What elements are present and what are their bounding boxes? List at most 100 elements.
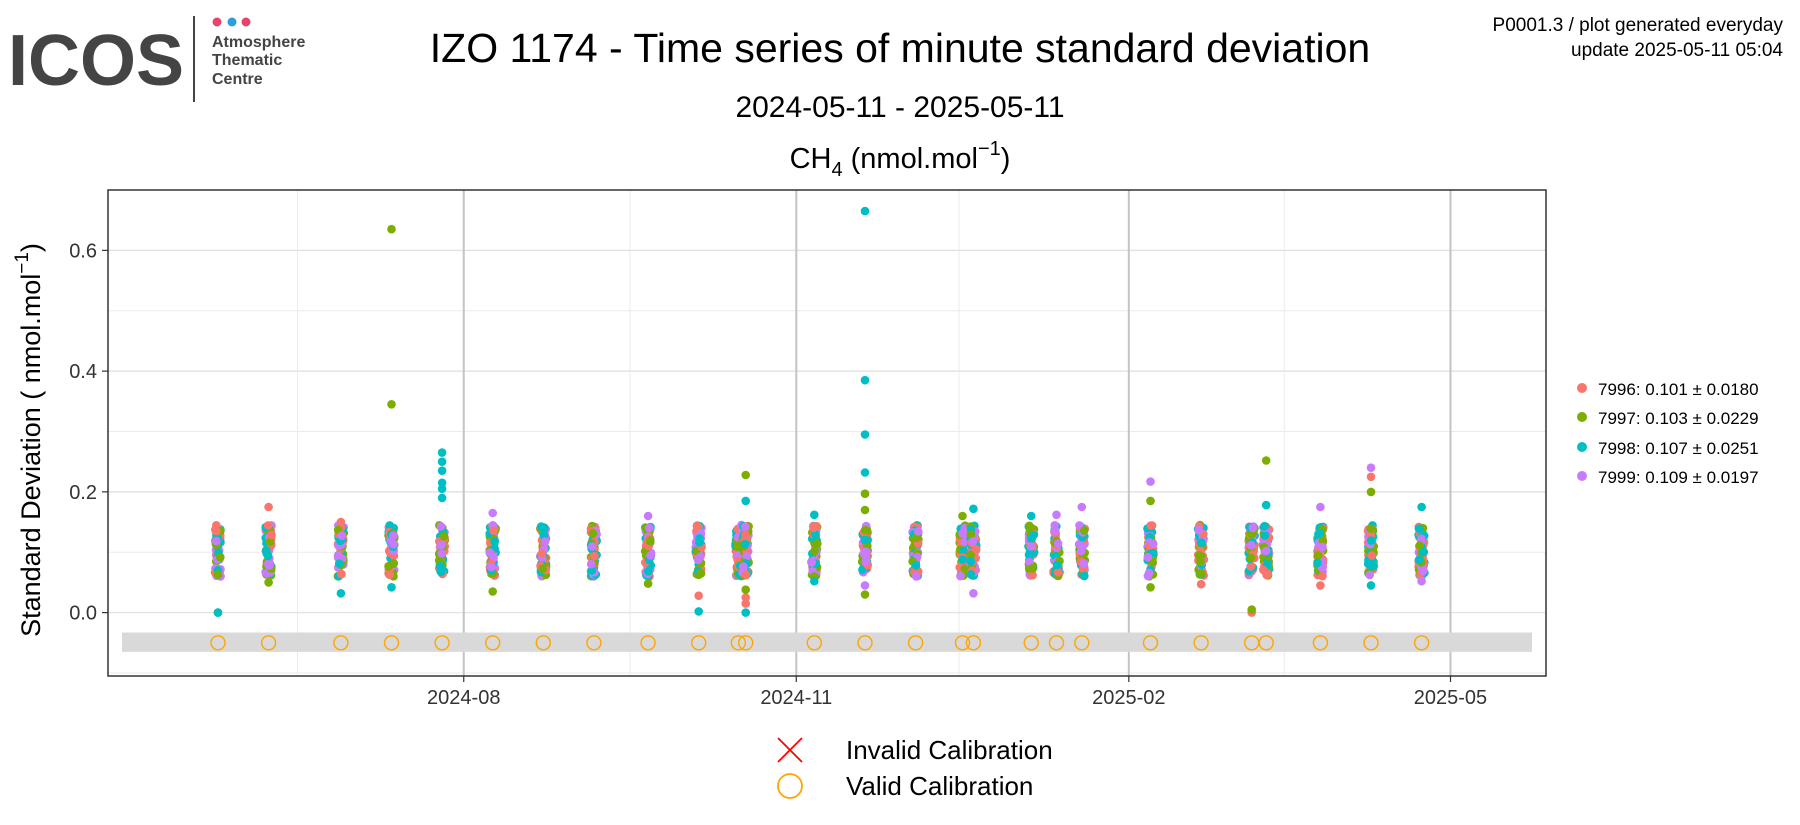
data-point xyxy=(741,585,750,594)
valid-calibration-marker xyxy=(210,635,226,651)
species-unit-superscript: −1 xyxy=(978,138,1001,160)
legend-label: 7997: 0.103 ± 0.0229 xyxy=(1598,409,1759,428)
data-point xyxy=(1313,558,1322,568)
data-point xyxy=(1414,524,1424,533)
logo-brand-text: ICOS xyxy=(8,21,184,101)
data-point xyxy=(1316,581,1325,590)
data-point xyxy=(741,522,750,532)
data-point xyxy=(966,530,976,539)
valid-calibration-marker xyxy=(857,635,873,651)
data-point xyxy=(645,523,654,533)
data-point xyxy=(334,559,344,568)
valid-calibration-marker xyxy=(333,635,349,651)
y-axis-label-close: ) xyxy=(16,243,46,252)
data-point xyxy=(740,539,750,549)
y-tick-label: 0.2 xyxy=(69,482,97,504)
data-point xyxy=(1366,524,1376,533)
valid-calibration-marker xyxy=(1413,635,1430,651)
data-point xyxy=(1075,539,1084,549)
icos-logo: ICOS Atmosphere Thematic Centre xyxy=(8,16,305,102)
x-tick-label: 2025-05 xyxy=(1414,687,1487,709)
data-point xyxy=(384,562,393,571)
legend-label: 7998: 0.107 ± 0.0251 xyxy=(1598,439,1759,458)
logo-dot xyxy=(212,17,222,27)
data-point xyxy=(439,532,449,541)
data-point xyxy=(1261,500,1271,510)
data-point xyxy=(1028,570,1037,580)
legend-key xyxy=(1577,471,1587,481)
data-point xyxy=(860,375,870,385)
data-point xyxy=(1418,566,1428,576)
data-point xyxy=(694,591,703,600)
data-point xyxy=(387,583,396,592)
data-point xyxy=(489,526,499,535)
data-point xyxy=(958,555,967,564)
valid-calibration-marker xyxy=(907,635,924,651)
x-tick-label: 2024-11 xyxy=(760,687,832,709)
data-point xyxy=(1367,561,1376,571)
data-point xyxy=(1080,571,1089,581)
data-point xyxy=(212,536,221,546)
data-point xyxy=(741,570,751,579)
x-axis: 2024-08 2024-11 2025-02 2025-05 xyxy=(427,676,1487,709)
data-point xyxy=(956,571,965,581)
logo-dot xyxy=(241,17,251,27)
data-point xyxy=(1366,472,1376,482)
series-legend: 7996: 0.101 ± 0.0180 7997: 0.103 ± 0.022… xyxy=(1577,380,1759,487)
data-point xyxy=(966,570,976,579)
y-tick-label: 0.0 xyxy=(69,603,97,625)
data-point xyxy=(958,511,967,521)
valid-calibration-circle-icon xyxy=(777,773,803,799)
valid-calibration-marker xyxy=(1023,635,1039,651)
data-point xyxy=(966,550,976,559)
valid-calibration-marker xyxy=(1142,635,1159,651)
species-unit-close: ) xyxy=(1001,143,1011,175)
legend-key xyxy=(1577,412,1587,422)
species-unit: (nmol.mol xyxy=(843,143,978,175)
data-point xyxy=(911,572,921,581)
data-point xyxy=(437,493,447,503)
data-point xyxy=(212,526,221,536)
data-point xyxy=(437,448,447,457)
data-point xyxy=(643,511,653,521)
plot-panel xyxy=(108,190,1546,676)
data-point xyxy=(1144,568,1154,578)
valid-calibration-marker xyxy=(954,635,971,651)
data-point xyxy=(860,525,870,535)
x-tick-label: 2025-02 xyxy=(1092,687,1165,709)
data-point xyxy=(437,549,447,558)
data-point xyxy=(1027,564,1037,573)
data-point xyxy=(741,470,750,480)
data-point xyxy=(1143,552,1153,562)
page-title: IZO 1174 - Time series of minute standar… xyxy=(430,25,1370,71)
valid-calibration-marker xyxy=(1312,635,1329,651)
valid-calibration-marker xyxy=(434,635,450,651)
data-point xyxy=(810,576,819,586)
logo-subtitle-line: Thematic xyxy=(212,52,282,69)
data-point xyxy=(1417,576,1426,586)
data-point xyxy=(741,496,750,506)
valid-calibration-marker xyxy=(965,635,982,651)
valid-calibration-marker xyxy=(730,635,747,651)
data-point xyxy=(1247,540,1256,550)
plot-info-line: P0001.3 / plot generated everyday xyxy=(1493,15,1784,36)
data-point xyxy=(213,570,223,579)
legend-key xyxy=(1577,442,1587,452)
data-point xyxy=(588,542,597,551)
data-point xyxy=(336,517,346,527)
invalid-calibration-label: Invalid Calibration xyxy=(846,735,1053,765)
data-point xyxy=(1080,526,1089,535)
data-point xyxy=(646,551,655,560)
y-axis-label-text: Standard Deviation ( nmol.mol xyxy=(16,274,46,637)
x-tick-label: 2024-08 xyxy=(427,687,500,709)
data-point xyxy=(538,564,547,573)
data-point xyxy=(1318,571,1327,581)
valid-calibration-marker xyxy=(383,635,400,651)
valid-calibration-marker xyxy=(1074,635,1090,651)
data-point xyxy=(1196,538,1206,547)
calibration-legend: Invalid Calibration Valid Calibration xyxy=(777,735,1053,801)
data-point xyxy=(1417,502,1426,512)
valid-calibration-label: Valid Calibration xyxy=(846,771,1033,801)
data-point xyxy=(389,539,398,549)
data-point xyxy=(966,557,976,566)
